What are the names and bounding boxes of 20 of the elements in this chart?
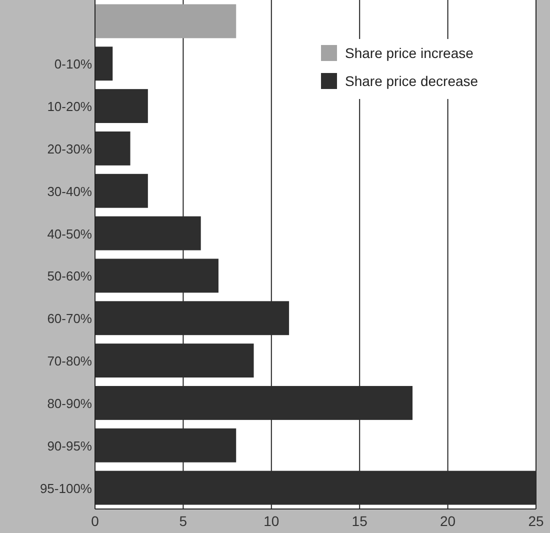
x-tick-label: 0 — [91, 513, 100, 529]
y-tick-label: 30-40% — [47, 184, 92, 199]
x-tick-label: 25 — [528, 513, 544, 529]
y-tick-label: 50-60% — [47, 268, 92, 284]
legend-label: Share price decrease — [345, 73, 478, 89]
y-tick-label: 10-20% — [47, 99, 92, 114]
bar — [95, 4, 236, 38]
y-tick-label: 70-80% — [47, 354, 92, 369]
y-tick-label: 0-10% — [54, 56, 92, 72]
y-tick-label: 20-30% — [47, 141, 92, 156]
y-tick-label: 60-70% — [47, 311, 92, 326]
y-tick-label: 95-100% — [40, 480, 92, 496]
x-tick-label: 15 — [352, 513, 368, 529]
y-tick-label: 80-90% — [47, 396, 92, 411]
legend-label: Share price increase — [345, 45, 474, 61]
x-tick-label: 5 — [179, 513, 188, 529]
y-tick-label: 40-50% — [47, 226, 92, 242]
x-tick-label: 10 — [264, 513, 280, 529]
x-tick-label: 20 — [440, 513, 456, 529]
y-tick-label: 90-95% — [47, 438, 92, 454]
